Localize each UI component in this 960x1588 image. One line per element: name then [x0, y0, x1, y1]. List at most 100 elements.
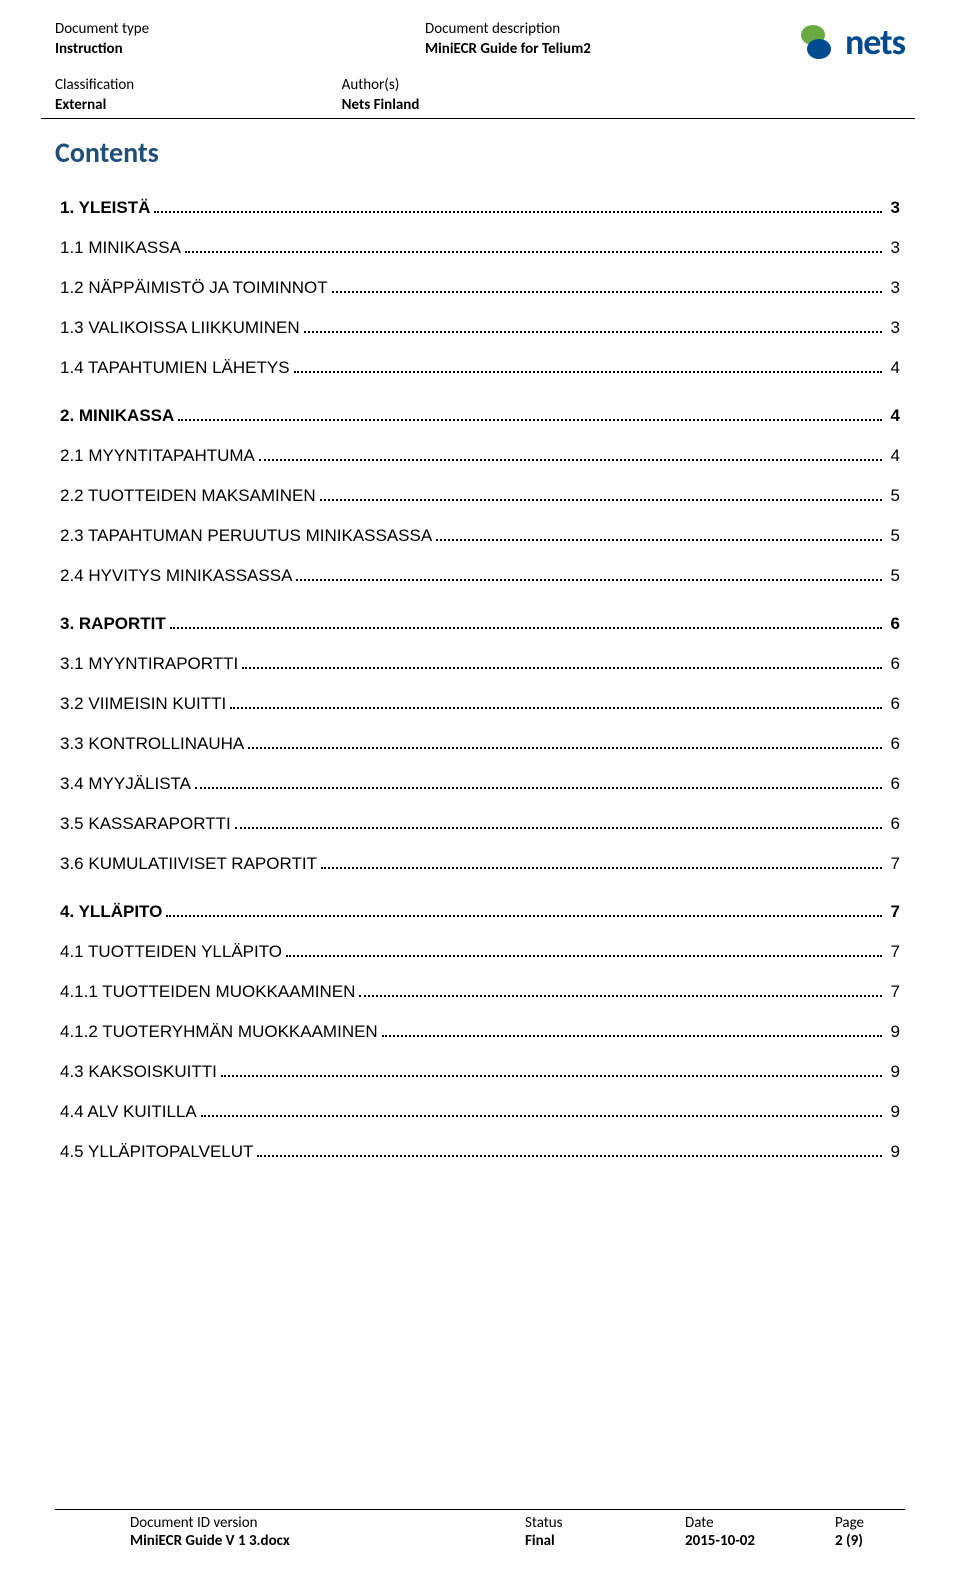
- footer-docid-label: Document ID version: [130, 1514, 525, 1532]
- toc-page: 7: [886, 982, 900, 1002]
- nets-logo: nets: [795, 20, 905, 64]
- toc-entry[interactable]: 2.3 TAPAHTUMAN PERUUTUS MINIKASSASSA 5: [60, 526, 900, 546]
- classification-label: Classification: [55, 76, 342, 94]
- header-col-logo: nets: [795, 20, 905, 64]
- toc-entry[interactable]: 4.4 ALV KUITILLA 9: [60, 1102, 900, 1122]
- toc-label: 3.2 VIIMEISIN KUITTI: [60, 694, 226, 714]
- toc-label: 4.1 TUOTTEIDEN YLLÄPITO: [60, 942, 282, 962]
- toc-page: 4: [886, 358, 900, 378]
- toc-entry[interactable]: 3.5 KASSARAPORTTI 6: [60, 814, 900, 834]
- toc-dots: [221, 1075, 882, 1077]
- doc-type-value: Instruction: [55, 40, 425, 58]
- doc-type-label: Document type: [55, 20, 425, 38]
- footer-date-value: 2015-10-02: [685, 1532, 835, 1550]
- toc-page: 5: [886, 566, 900, 586]
- toc-dots: [382, 1035, 882, 1037]
- toc-dots: [170, 627, 882, 629]
- footer-col-date: Date 2015-10-02: [685, 1514, 835, 1550]
- toc-label: 3.5 KASSARAPORTTI: [60, 814, 231, 834]
- toc-label: 1. YLEISTÄ: [60, 198, 150, 218]
- nets-logo-icon: [795, 21, 837, 63]
- footer-status-label: Status: [525, 1514, 685, 1532]
- toc-label: 3.4 MYYJÄLISTA: [60, 774, 191, 794]
- header-col-authors: Author(s) Nets Finland: [342, 76, 629, 114]
- toc-label: 4.5 YLLÄPITOPALVELUT: [60, 1142, 253, 1162]
- toc-entry[interactable]: 3.6 KUMULATIIVISET RAPORTIT 7: [60, 854, 900, 874]
- toc-dots: [235, 827, 882, 829]
- toc-label: 2.1 MYYNTITAPAHTUMA: [60, 446, 255, 466]
- toc-entry[interactable]: 4.1.1 TUOTTEIDEN MUOKKAAMINEN 7: [60, 982, 900, 1002]
- footer-page-label: Page: [835, 1514, 905, 1532]
- toc-page: 3: [886, 198, 900, 218]
- toc-entry[interactable]: 4.1 TUOTTEIDEN YLLÄPITO 7: [60, 942, 900, 962]
- toc-dots: [257, 1155, 882, 1157]
- toc-page: 3: [886, 278, 900, 298]
- footer-page-value: 2 (9): [835, 1532, 905, 1550]
- toc-dots: [185, 251, 882, 253]
- toc-page: 7: [886, 942, 900, 962]
- toc-entry[interactable]: 1.2 NÄPPÄIMISTÖ JA TOIMINNOT 3: [60, 278, 900, 298]
- toc-label: 1.4 TAPAHTUMIEN LÄHETYS: [60, 358, 290, 378]
- toc-label: 1.3 VALIKOISSA LIIKKUMINEN: [60, 318, 300, 338]
- toc-dots: [248, 747, 882, 749]
- toc-page: 7: [886, 902, 900, 922]
- toc-entry[interactable]: 3.2 VIIMEISIN KUITTI 6: [60, 694, 900, 714]
- toc-dots: [154, 211, 882, 213]
- toc-page: 6: [886, 614, 900, 634]
- header-col-classification: Classification External: [55, 76, 342, 114]
- toc-label: 2.3 TAPAHTUMAN PERUUTUS MINIKASSASSA: [60, 526, 432, 546]
- contents-title: Contents: [55, 135, 905, 170]
- toc-entry[interactable]: 2.2 TUOTTEIDEN MAKSAMINEN 5: [60, 486, 900, 506]
- toc-entry[interactable]: 4.5 YLLÄPITOPALVELUT 9: [60, 1142, 900, 1162]
- toc-entry[interactable]: 1. YLEISTÄ 3: [60, 198, 900, 218]
- toc-entry[interactable]: 4.3 KAKSOISKUITTI 9: [60, 1062, 900, 1082]
- toc-dots: [294, 371, 882, 373]
- toc-dots: [296, 579, 882, 581]
- toc-entry[interactable]: 2.1 MYYNTITAPAHTUMA 4: [60, 446, 900, 466]
- toc-entry[interactable]: 2.4 HYVITYS MINIKASSASSA 5: [60, 566, 900, 586]
- toc-entry[interactable]: 1.4 TAPAHTUMIEN LÄHETYS 4: [60, 358, 900, 378]
- toc-page: 6: [886, 774, 900, 794]
- toc-entry[interactable]: 2. MINIKASSA 4: [60, 406, 900, 426]
- doc-desc-label: Document description: [425, 20, 795, 38]
- toc-dots: [242, 667, 882, 669]
- toc-page: 7: [886, 854, 900, 874]
- toc-label: 4.3 KAKSOISKUITTI: [60, 1062, 217, 1082]
- toc-label: 1.1 MINIKASSA: [60, 238, 181, 258]
- toc-entry[interactable]: 4.1.2 TUOTERYHMÄN MUOKKAAMINEN 9: [60, 1022, 900, 1042]
- footer: Document ID version MiniECR Guide V 1 3.…: [55, 1509, 905, 1550]
- toc-entry[interactable]: 1.1 MINIKASSA 3: [60, 238, 900, 258]
- toc-dots: [332, 291, 882, 293]
- toc-dots: [259, 459, 882, 461]
- footer-col-page: Page 2 (9): [835, 1514, 905, 1550]
- toc-entry[interactable]: 3.1 MYYNTIRAPORTTI 6: [60, 654, 900, 674]
- toc-label: 2. MINIKASSA: [60, 406, 174, 426]
- toc-entry[interactable]: 4. YLLÄPITO 7: [60, 902, 900, 922]
- nets-logo-text: nets: [845, 20, 905, 64]
- footer-col-status: Status Final: [525, 1514, 685, 1550]
- toc-label: 3.3 KONTROLLINAUHA: [60, 734, 244, 754]
- toc-page: 9: [886, 1142, 900, 1162]
- toc-entry[interactable]: 3.4 MYYJÄLISTA 6: [60, 774, 900, 794]
- toc-page: 4: [886, 406, 900, 426]
- footer-docid-value: MiniECR Guide V 1 3.docx: [130, 1532, 525, 1550]
- toc-entry[interactable]: 3. RAPORTIT 6: [60, 614, 900, 634]
- toc-label: 1.2 NÄPPÄIMISTÖ JA TOIMINNOT: [60, 278, 328, 298]
- toc-dots: [166, 915, 882, 917]
- toc-label: 4.1.2 TUOTERYHMÄN MUOKKAAMINEN: [60, 1022, 378, 1042]
- toc-page: 6: [886, 814, 900, 834]
- header-col-docdesc: Document description MiniECR Guide for T…: [425, 20, 795, 58]
- header-sub: Classification External Author(s) Nets F…: [41, 72, 915, 119]
- toc-label: 3. RAPORTIT: [60, 614, 166, 634]
- toc-entry[interactable]: 3.3 KONTROLLINAUHA 6: [60, 734, 900, 754]
- toc-label: 3.6 KUMULATIIVISET RAPORTIT: [60, 854, 317, 874]
- toc-page: 9: [886, 1062, 900, 1082]
- toc-page: 6: [886, 654, 900, 674]
- toc-label: 2.4 HYVITYS MINIKASSASSA: [60, 566, 292, 586]
- authors-label: Author(s): [342, 76, 629, 94]
- toc-page: 4: [886, 446, 900, 466]
- toc-dots: [201, 1115, 882, 1117]
- doc-desc-value: MiniECR Guide for Telium2: [425, 40, 795, 58]
- header-col-spacer: [628, 76, 915, 114]
- toc-entry[interactable]: 1.3 VALIKOISSA LIIKKUMINEN 3: [60, 318, 900, 338]
